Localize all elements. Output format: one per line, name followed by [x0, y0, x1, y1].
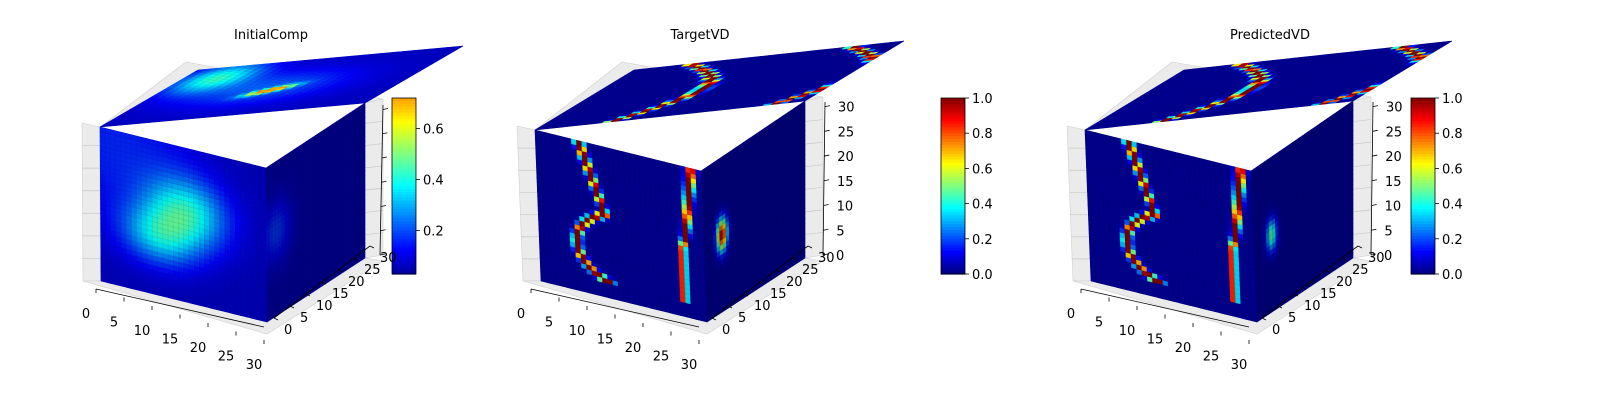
x-tick-label: 15: [162, 333, 179, 348]
y-tick-label: 15: [332, 287, 349, 302]
x-tick-label: 10: [134, 324, 151, 339]
z-tick: [382, 108, 388, 110]
x-tick-label: 5: [110, 316, 118, 331]
y-tick-label: 20: [348, 275, 365, 290]
colorbar-tick-label: 0.4: [423, 174, 444, 189]
pane-grid: [82, 120, 384, 259]
x-tick-label: 20: [190, 341, 207, 356]
top-face: [99, 45, 464, 128]
colorbar: 0.2 0.4 0.6: [391, 97, 444, 275]
panel-targetvd: 0.00.20.40.60.81.00510152025300510152025…: [516, 28, 993, 373]
y-tick-label: 25: [364, 263, 381, 278]
left-pane: [81, 122, 102, 282]
x-tick-label: 25: [218, 350, 235, 365]
y-tick-label: 30: [380, 251, 397, 266]
y-tick-label: 10: [316, 299, 333, 314]
panel-title: InitialComp: [234, 28, 308, 43]
x-tick-label: 0: [82, 307, 90, 322]
cube-axes: [81, 45, 464, 335]
panel-initialcomp: 0.20.40.6051015202530051015202530Initial…: [81, 28, 464, 373]
front-face: [534, 129, 708, 323]
x-tick-label: 30: [246, 358, 263, 373]
colorbar-tick-label: 0.6: [423, 123, 444, 138]
colorbar-tick-label: 0.2: [423, 225, 444, 240]
y-tick-label: 0: [284, 323, 292, 338]
y-tick-label: 5: [300, 311, 308, 326]
top-face: [534, 40, 905, 131]
